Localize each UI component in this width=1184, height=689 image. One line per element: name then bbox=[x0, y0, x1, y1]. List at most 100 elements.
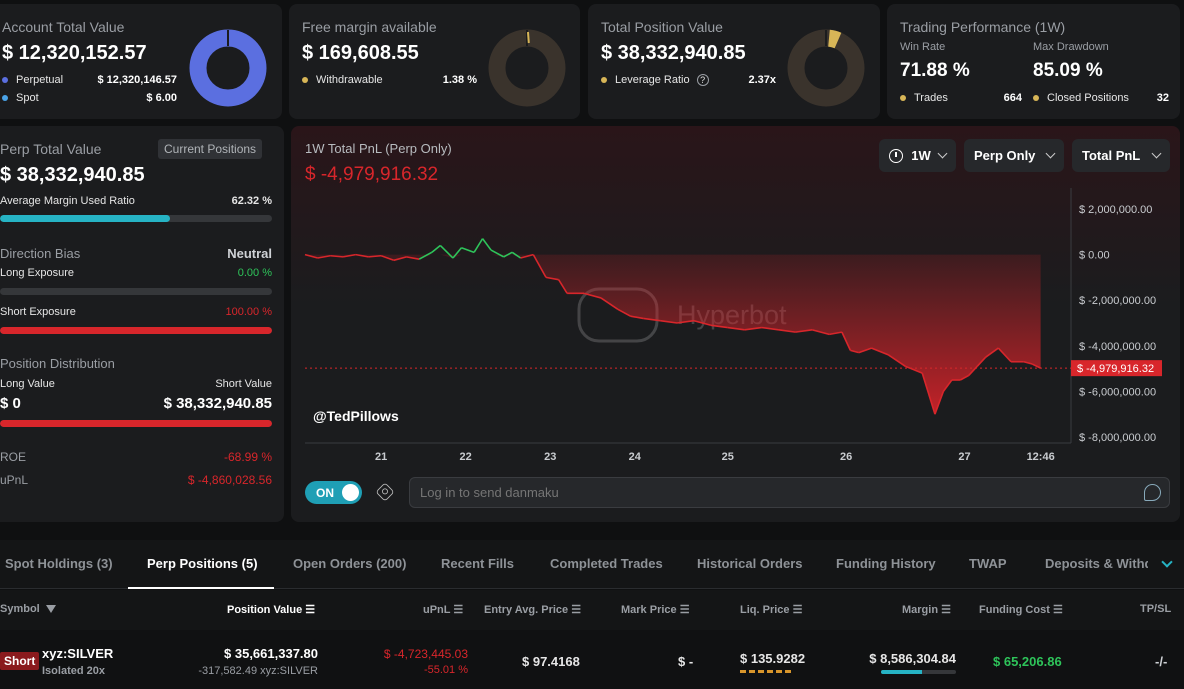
tab-funding-history[interactable]: Funding History bbox=[836, 556, 936, 571]
timeframe-select[interactable]: 1W bbox=[879, 139, 956, 172]
pnl-line-segment bbox=[660, 319, 678, 324]
withdrawable-dot bbox=[302, 77, 308, 83]
leverage-dot bbox=[601, 77, 607, 83]
direction-label: Direction Bias bbox=[0, 246, 81, 261]
x-tick-label: 23 bbox=[544, 451, 556, 463]
pnl-line-segment bbox=[452, 247, 463, 259]
send-icon[interactable] bbox=[1144, 484, 1161, 501]
long-exposure-label: Long Exposure bbox=[0, 267, 74, 279]
pnl-line-segment bbox=[744, 326, 762, 331]
pnl-line-segment bbox=[858, 347, 872, 354]
help-icon[interactable]: ? bbox=[696, 74, 709, 86]
pnl-line-segment bbox=[532, 254, 547, 278]
filter-icon[interactable] bbox=[45, 605, 56, 614]
metric-value: Total PnL bbox=[1082, 148, 1141, 163]
tab-deposits-withdrawals[interactable]: Deposits & Withdr bbox=[1045, 556, 1148, 571]
y-tick-label: $ 2,000,000.00 bbox=[1079, 204, 1152, 216]
withdrawable-label: Withdrawable bbox=[316, 74, 383, 86]
table-row[interactable]: Short xyz:SILVER Isolated 20x $ 35,661,3… bbox=[0, 630, 1184, 689]
pnl-line-chart: Hyperbot $ 2,000,000.00$ 0.00$ -2,000,00… bbox=[304, 188, 1162, 463]
margin-ratio-fill bbox=[0, 215, 170, 222]
pnl-line-segment bbox=[617, 308, 631, 317]
sort-icon: ☰ bbox=[1052, 604, 1063, 616]
direction-row: Direction Bias Neutral bbox=[0, 246, 272, 261]
position-value-value: $ 38,332,940.85 bbox=[601, 42, 746, 64]
scope-select[interactable]: Perp Only bbox=[964, 139, 1064, 172]
current-positions-badge[interactable]: Current Positions bbox=[158, 139, 263, 159]
withdrawable-row: Withdrawable 1.38 % bbox=[302, 74, 477, 86]
side-badge: Short bbox=[0, 652, 40, 670]
position-value: $ 35,661,337.80 bbox=[224, 646, 318, 661]
perp-total-value: $ 38,332,940.85 bbox=[0, 164, 145, 186]
pnl-line-segment bbox=[841, 331, 852, 351]
margin-bar bbox=[881, 670, 956, 674]
x-tick-label: 21 bbox=[375, 451, 387, 463]
tab-twap[interactable]: TWAP bbox=[969, 556, 1007, 571]
upnl-amount: $ -4,723,445.03 bbox=[383, 647, 468, 661]
pnl-line-segment bbox=[461, 247, 475, 254]
settings-icon[interactable] bbox=[375, 482, 395, 502]
pnl-area bbox=[305, 254, 1041, 415]
y-tick-label: $ -4,000,000.00 bbox=[1079, 341, 1156, 353]
x-tick-label: 25 bbox=[722, 451, 734, 463]
toggle-label: ON bbox=[316, 486, 334, 500]
tab-historical-orders[interactable]: Historical Orders bbox=[697, 556, 803, 571]
tab-recent-fills[interactable]: Recent Fills bbox=[441, 556, 514, 571]
pnl-line-segment bbox=[600, 297, 619, 310]
mark-price: $ - bbox=[678, 654, 694, 669]
perpetual-label: Perpetual bbox=[16, 74, 64, 86]
y-tick-label: $ -2,000,000.00 bbox=[1079, 295, 1156, 307]
x-tick-label: 24 bbox=[629, 451, 642, 463]
liq-price: $ 135.9282 bbox=[740, 651, 806, 666]
metric-select[interactable]: Total PnL bbox=[1072, 139, 1170, 172]
col-liq-price[interactable]: Liq. Price ☰ bbox=[740, 604, 803, 616]
short-exposure-value: 100.00 % bbox=[225, 306, 272, 318]
long-exposure-row: Long Exposure 0.00 % bbox=[0, 267, 272, 279]
tab-completed-trades[interactable]: Completed Trades bbox=[550, 556, 663, 571]
col-upnl[interactable]: uPnL ☰ bbox=[423, 604, 464, 616]
sort-icon: ☰ bbox=[305, 604, 316, 616]
y-tick-label: $ -8,000,000.00 bbox=[1079, 432, 1156, 444]
trades-row: Trades 664 bbox=[900, 92, 1022, 104]
danmaku-toggle[interactable]: ON bbox=[305, 481, 362, 504]
toggle-knob bbox=[342, 484, 359, 501]
col-position-value[interactable]: Position Value ☰ bbox=[227, 604, 316, 616]
danmaku-input-box[interactable] bbox=[409, 477, 1170, 508]
pnl-chart-title: 1W Total PnL (Perp Only) bbox=[305, 141, 452, 156]
tab-open-orders[interactable]: Open Orders (200) bbox=[293, 556, 407, 571]
tab-spot-holdings[interactable]: Spot Holdings (3) bbox=[5, 556, 113, 571]
margin-ratio-label: Average Margin Used Ratio bbox=[0, 195, 135, 207]
pnl-line-segment bbox=[959, 374, 970, 381]
closed-dot bbox=[1033, 95, 1039, 101]
col-funding-cost[interactable]: Funding Cost ☰ bbox=[979, 604, 1063, 616]
pnl-line-segment bbox=[481, 238, 492, 251]
long-exposure-value: 0.00 % bbox=[237, 267, 272, 279]
trades-dot bbox=[900, 95, 906, 101]
account-total-title: Account Total Value bbox=[2, 19, 125, 35]
danmaku-input[interactable] bbox=[410, 478, 1130, 507]
margin-ratio-row: Average Margin Used Ratio 62.32 % bbox=[0, 195, 272, 207]
distribution-fill bbox=[0, 420, 272, 427]
tab-perp-positions[interactable]: Perp Positions (5) bbox=[147, 556, 258, 571]
pnl-line-segment bbox=[921, 372, 936, 415]
pnl-line-segment bbox=[355, 253, 369, 258]
account-donut-chart bbox=[189, 29, 267, 107]
col-margin[interactable]: Margin ☰ bbox=[902, 604, 951, 616]
pnl-line-segment bbox=[342, 253, 356, 258]
pnl-line-segment bbox=[583, 292, 602, 299]
distribution-bar bbox=[0, 420, 272, 427]
trades-label: Trades bbox=[914, 92, 948, 104]
pnl-line-segment bbox=[1031, 363, 1041, 369]
free-margin-card: Free margin available $ 169,608.55 Withd… bbox=[289, 4, 580, 119]
liq-distance-bar bbox=[740, 670, 794, 673]
tpsl-value[interactable]: -/- bbox=[1155, 654, 1168, 669]
symbol-name[interactable]: xyz:SILVER bbox=[42, 646, 114, 661]
col-entry-price[interactable]: Entry Avg. Price ☰ bbox=[484, 604, 582, 616]
position-size: -317,582.49 xyz:SILVER bbox=[198, 665, 318, 677]
pnl-line-segment bbox=[795, 329, 813, 333]
col-symbol[interactable]: Symbol bbox=[0, 603, 56, 615]
col-mark-price[interactable]: Mark Price ☰ bbox=[621, 604, 690, 616]
pnl-line-segment bbox=[887, 354, 906, 367]
pnl-line-segment bbox=[630, 315, 644, 320]
pnl-chart-panel: 1W Total PnL (Perp Only) $ -4,979,916.32… bbox=[291, 126, 1180, 522]
